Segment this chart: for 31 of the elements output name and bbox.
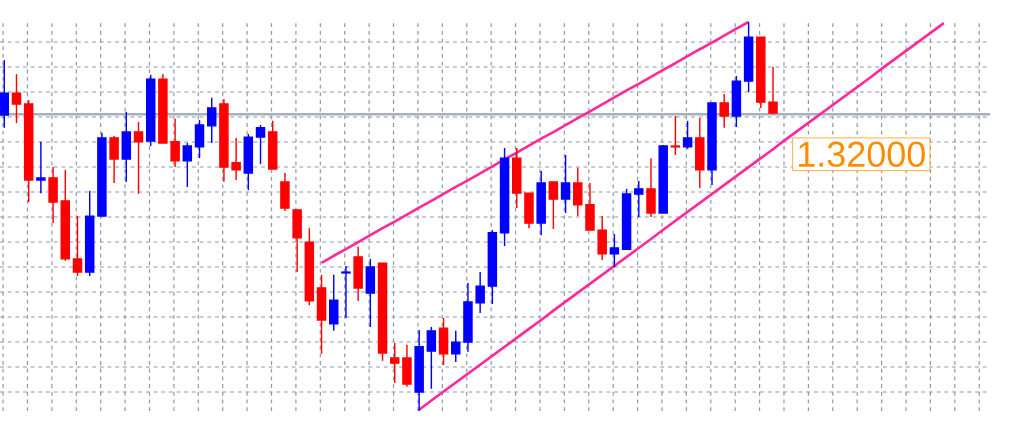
candlestick (646, 157, 656, 218)
candlestick (109, 135, 119, 184)
candlestick (585, 182, 595, 231)
candlestick (707, 102, 717, 186)
candlestick (548, 181, 559, 230)
candlestick (11, 73, 22, 124)
candlestick (280, 172, 290, 212)
candlestick (292, 209, 302, 273)
candlestick (658, 145, 668, 214)
candlestick (170, 118, 180, 168)
candlestick (97, 132, 107, 217)
candlestick (231, 137, 241, 181)
candlestick (219, 98, 229, 183)
candlestick (719, 93, 729, 129)
candlestick (695, 117, 705, 189)
candlestick (463, 282, 473, 353)
candlestick (524, 192, 534, 229)
candlestick (36, 141, 46, 194)
candlestick (634, 180, 644, 218)
candlestick (536, 170, 546, 236)
candlestick (475, 271, 485, 314)
candlestick (597, 215, 607, 261)
candlestick (756, 36, 766, 109)
candlestick (353, 246, 363, 302)
candlestick (121, 111, 132, 183)
candlestick (414, 329, 424, 412)
candlestick (158, 73, 168, 144)
candlestick (341, 265, 351, 319)
candlestick (402, 344, 412, 388)
annotation: 1.32000 (799, 141, 925, 167)
candlestick (48, 166, 58, 224)
